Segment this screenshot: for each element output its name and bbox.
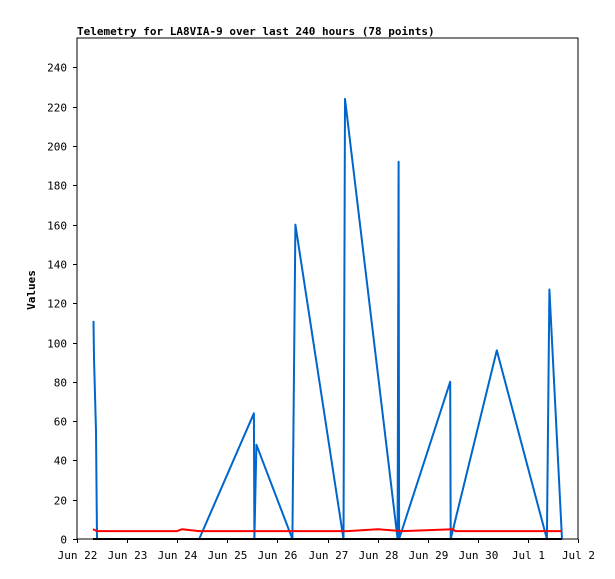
x-tick-label: Jun 23 bbox=[108, 549, 148, 562]
y-tick-label: 60 bbox=[54, 416, 67, 429]
x-tick-label: Jul 2 bbox=[562, 549, 595, 562]
y-tick-label: 100 bbox=[47, 338, 67, 351]
y-tick-label: 80 bbox=[54, 377, 67, 390]
y-tick-label: 220 bbox=[47, 102, 67, 115]
plot-frame bbox=[76, 37, 579, 540]
y-tick-label: 240 bbox=[47, 62, 67, 75]
y-tick-label: 140 bbox=[47, 259, 67, 272]
y-tick-label: 120 bbox=[47, 298, 67, 311]
y-tick-label: 40 bbox=[54, 455, 67, 468]
x-tick-label: Jun 22 bbox=[58, 549, 98, 562]
x-tick-label: Jun 24 bbox=[158, 549, 198, 562]
y-axis: 0 20 40 60 80 100 120 140 160 180 200 220 240 bbox=[47, 62, 77, 547]
x-tick-label: Jun 28 bbox=[359, 549, 399, 562]
y-tick-label: 160 bbox=[47, 220, 67, 233]
y-axis-title: Values bbox=[25, 270, 38, 310]
series-line-2 bbox=[92, 528, 562, 533]
chart-title: Telemetry for LA8VIA-9 over last 240 hou… bbox=[77, 25, 435, 38]
x-tick-label: Jun 29 bbox=[409, 549, 449, 562]
x-tick-label: Jun 30 bbox=[459, 549, 499, 562]
x-axis: Jun 22 Jun 23 Jun 24 Jun 25 Jun 26 Jun 27 Jun … bbox=[58, 539, 595, 562]
y-tick-label: 20 bbox=[54, 495, 67, 508]
x-tick-label: Jun 26 bbox=[258, 549, 298, 562]
series-layer bbox=[92, 97, 563, 540]
x-tick-label: Jun 27 bbox=[309, 549, 349, 562]
series-line-1 bbox=[92, 97, 563, 540]
y-tick-label: 180 bbox=[47, 180, 67, 193]
x-tick-label: Jun 25 bbox=[208, 549, 248, 562]
x-tick-label: Jul 1 bbox=[512, 549, 545, 562]
y-tick-label: 0 bbox=[60, 534, 67, 547]
y-tick-label: 200 bbox=[47, 141, 67, 154]
plot-border bbox=[76, 37, 579, 540]
